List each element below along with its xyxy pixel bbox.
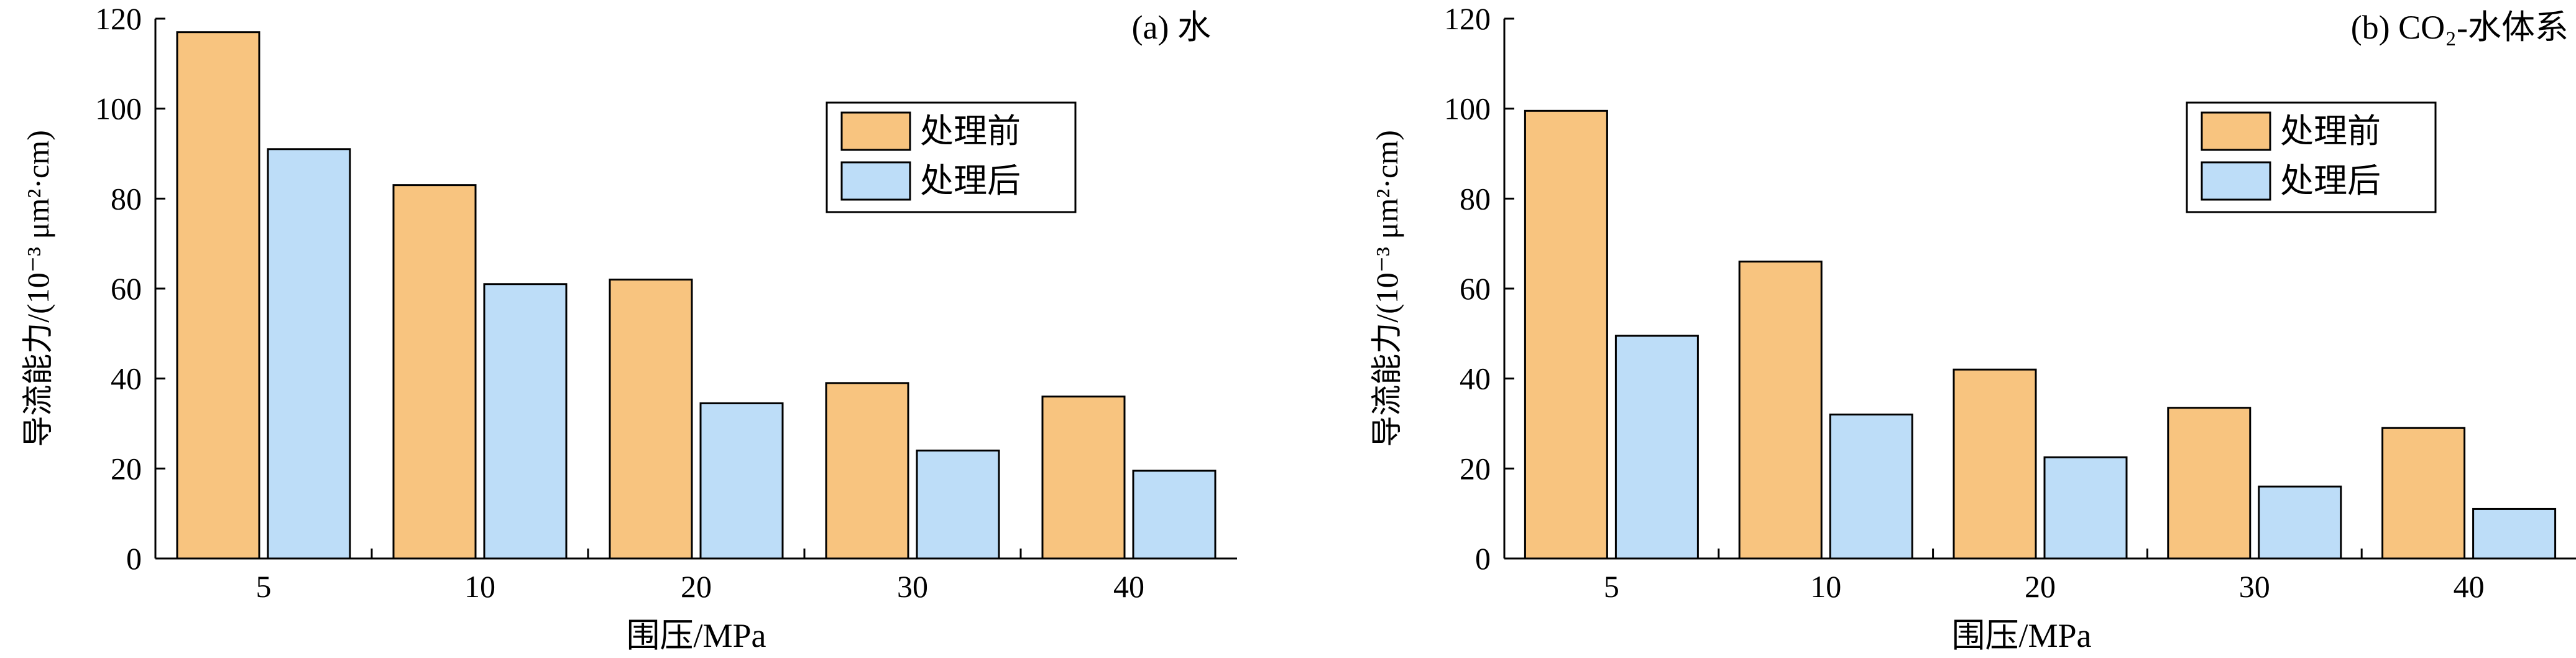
y-tick-label: 40 bbox=[111, 361, 142, 396]
y-axis-label: 导流能力/(10⁻³ μm²·cm) bbox=[1369, 130, 1404, 447]
legend-swatch bbox=[840, 161, 911, 201]
panel-label: (b) CO₂-水体系 bbox=[2351, 9, 2569, 46]
bar-after-30 bbox=[2258, 485, 2342, 560]
bar-before-5 bbox=[176, 31, 260, 560]
x-tick-label: 40 bbox=[2454, 569, 2485, 604]
y-tick-label: 0 bbox=[126, 541, 142, 576]
x-tick-label: 20 bbox=[2025, 569, 2056, 604]
x-tick-label: 10 bbox=[1810, 569, 1841, 604]
x-tick-label: 5 bbox=[256, 569, 272, 604]
y-tick-label: 0 bbox=[1475, 541, 1491, 576]
y-tick-label: 40 bbox=[1460, 361, 1491, 396]
bar-before-30 bbox=[825, 382, 909, 560]
y-tick-label: 20 bbox=[1460, 451, 1491, 486]
bar-after-20 bbox=[2043, 456, 2128, 560]
x-axis-label: 围压/MPa bbox=[626, 617, 766, 654]
y-tick-label: 80 bbox=[1460, 181, 1491, 216]
y-axis-label: 导流能力/(10⁻³ μm²·cm) bbox=[21, 130, 55, 447]
legend-swatch bbox=[840, 111, 911, 151]
x-tick-label: 40 bbox=[1113, 569, 1144, 604]
y-tick-label: 60 bbox=[111, 271, 142, 306]
bar-before-10 bbox=[1738, 261, 1823, 560]
legend-label: 处理前 bbox=[2280, 113, 2381, 150]
bar-before-5 bbox=[1524, 109, 1608, 560]
x-tick-label: 10 bbox=[464, 569, 495, 604]
chart-panel-a: 0 20 40 60 80 100 120 5 10 20 30 40 围压/MPa 导流能力/(10⁻³… bbox=[21, 1, 1237, 654]
y-tick-label: 60 bbox=[1460, 271, 1491, 306]
y-tick-label: 120 bbox=[1444, 1, 1491, 36]
bar-before-40 bbox=[1041, 396, 1126, 560]
legend-label: 处理后 bbox=[2280, 162, 2381, 200]
y-tick-label: 100 bbox=[95, 91, 142, 126]
bar-before-20 bbox=[1953, 368, 2037, 560]
legend-swatch bbox=[2201, 111, 2271, 151]
bar-after-5 bbox=[1614, 335, 1699, 560]
x-tick-label: 30 bbox=[897, 569, 928, 604]
bar-after-30 bbox=[916, 449, 1000, 560]
chart-panel-b: 0 20 40 60 80 100 120 5 10 20 30 40 围压/MPa 导流能力/(10⁻³… bbox=[1369, 1, 2576, 654]
x-tick-label: 5 bbox=[1604, 569, 1619, 604]
bar-after-10 bbox=[483, 283, 568, 560]
bar-before-40 bbox=[2381, 427, 2466, 560]
bar-before-30 bbox=[2167, 407, 2252, 560]
panel-label: (a) 水 bbox=[1132, 9, 1211, 46]
bar-after-40 bbox=[1132, 470, 1217, 560]
x-axis-label: 围压/MPa bbox=[1951, 617, 2091, 654]
y-tick-label: 20 bbox=[111, 451, 142, 486]
x-tick-label: 30 bbox=[2239, 569, 2270, 604]
y-tick-label: 80 bbox=[111, 181, 142, 216]
y-tick-label: 120 bbox=[95, 1, 142, 36]
bar-after-10 bbox=[1829, 414, 1913, 560]
bar-before-20 bbox=[609, 279, 693, 560]
x-tick-label: 20 bbox=[681, 569, 712, 604]
bar-after-5 bbox=[267, 148, 351, 560]
bar-after-40 bbox=[2472, 507, 2557, 560]
y-tick-label: 100 bbox=[1444, 91, 1491, 126]
legend-label: 处理后 bbox=[920, 162, 1021, 200]
legend-label: 处理前 bbox=[920, 113, 1021, 150]
bar-after-20 bbox=[699, 402, 784, 560]
bar-before-10 bbox=[392, 184, 477, 560]
legend-swatch bbox=[2201, 161, 2271, 201]
